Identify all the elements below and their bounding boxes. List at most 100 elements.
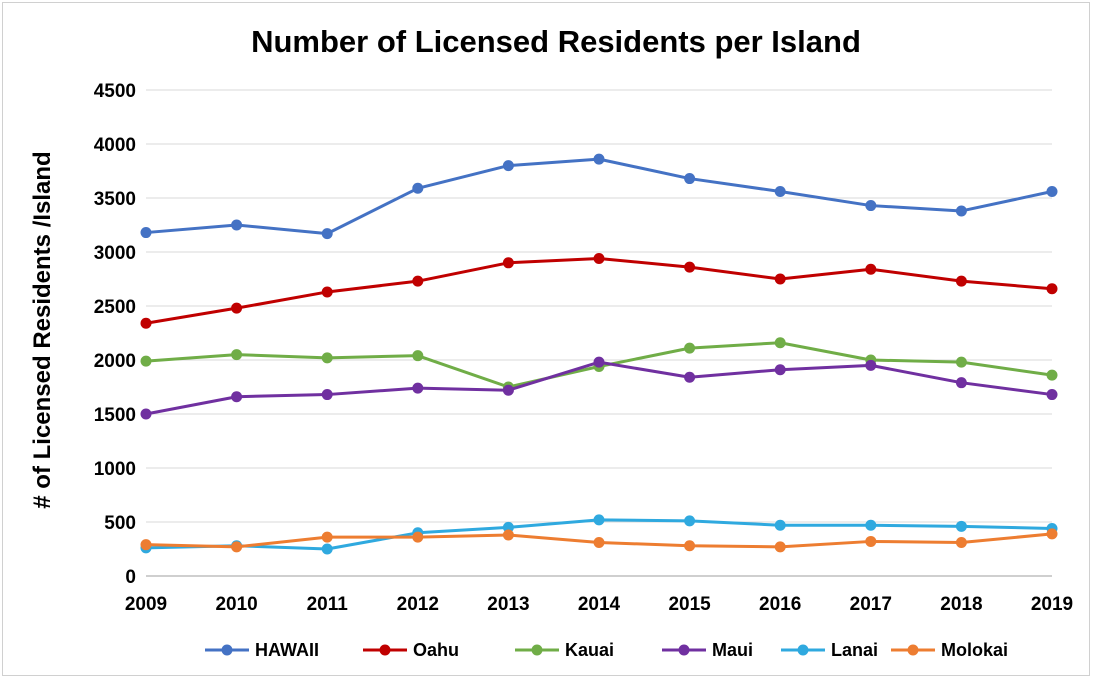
x-tick-label: 2018 — [940, 594, 982, 615]
chart-title: Number of Licensed Residents per Island — [251, 24, 861, 59]
y-tick-label: 1000 — [94, 459, 136, 480]
y-tick-label: 1500 — [94, 405, 136, 426]
y-tick-label: 4500 — [94, 81, 136, 102]
x-tick-label: 2016 — [759, 594, 801, 615]
legend-marker — [221, 644, 233, 656]
x-tick-label: 2009 — [125, 594, 167, 615]
data-point-kauai — [140, 355, 152, 367]
series-line-oahu — [145, 256, 1053, 325]
x-tick-label: 2011 — [307, 594, 349, 615]
legend-item-oahu: Oahu — [363, 640, 459, 660]
legend-label: Lanai — [831, 640, 878, 660]
y-tick-label: 500 — [104, 513, 136, 534]
y-tick-label: 0 — [125, 567, 136, 588]
data-point-kauai — [955, 356, 967, 368]
data-point-molokai — [865, 535, 877, 547]
series-lanai — [140, 514, 1058, 555]
data-point-oahu — [1046, 283, 1058, 295]
data-point-molokai — [502, 529, 514, 541]
y-axis-label: # of Licensed Residents /Island — [29, 151, 56, 508]
data-point-hawaii — [1046, 186, 1058, 198]
data-point-molokai — [684, 540, 696, 552]
series-group — [140, 153, 1058, 555]
data-point-maui — [774, 364, 786, 376]
data-point-maui — [321, 389, 333, 401]
data-point-maui — [593, 356, 605, 368]
legend-label: Molokai — [941, 640, 1008, 660]
x-tick-label: 2017 — [850, 594, 892, 615]
legend-label: Maui — [712, 640, 753, 660]
data-point-lanai — [593, 514, 605, 526]
data-point-maui — [231, 391, 243, 403]
legend: HAWAII Oahu Kauai Maui Lanai Molokai — [205, 640, 1008, 660]
legend-label: HAWAII — [255, 640, 319, 660]
data-point-molokai — [231, 541, 243, 553]
y-tick-label: 3000 — [94, 243, 136, 264]
data-point-maui — [1046, 389, 1058, 401]
series-line-hawaii — [145, 157, 1053, 236]
x-tick-label: 2014 — [578, 594, 621, 615]
series-maui — [140, 356, 1058, 420]
x-tick-label: 2015 — [668, 594, 711, 615]
data-point-kauai — [1046, 369, 1058, 381]
legend-item-molokai: Molokai — [891, 640, 1008, 660]
data-point-oahu — [593, 252, 605, 264]
data-point-lanai — [684, 515, 696, 527]
x-tick-label: 2013 — [487, 594, 529, 615]
data-point-hawaii — [502, 160, 514, 172]
y-tick-label: 2500 — [94, 297, 136, 318]
legend-item-maui: Maui — [662, 640, 753, 660]
data-point-maui — [412, 382, 424, 394]
data-point-molokai — [955, 537, 967, 549]
data-point-oahu — [412, 275, 424, 287]
data-point-molokai — [140, 539, 152, 551]
series-hawaii — [140, 153, 1058, 240]
legend-marker — [907, 644, 919, 656]
data-point-hawaii — [231, 219, 243, 231]
data-point-hawaii — [321, 228, 333, 240]
data-point-lanai — [774, 519, 786, 531]
data-point-kauai — [321, 352, 333, 364]
data-point-oahu — [321, 286, 333, 298]
legend-marker — [797, 644, 809, 656]
legend-marker — [678, 644, 690, 656]
data-point-oahu — [865, 263, 877, 275]
data-point-kauai — [412, 350, 424, 362]
data-point-hawaii — [865, 200, 877, 212]
legend-marker — [531, 644, 543, 656]
data-point-maui — [684, 371, 696, 383]
data-point-maui — [502, 384, 514, 396]
data-point-molokai — [321, 531, 333, 543]
x-tick-label: 2010 — [215, 594, 257, 615]
y-tick-label: 3500 — [94, 189, 136, 210]
data-point-kauai — [684, 342, 696, 354]
data-point-oahu — [684, 261, 696, 273]
y-tick-label: 2000 — [94, 351, 136, 372]
series-molokai — [140, 528, 1058, 553]
legend-label: Oahu — [413, 640, 459, 660]
legend-label: Kauai — [565, 640, 614, 660]
data-point-molokai — [593, 537, 605, 549]
data-point-hawaii — [412, 182, 424, 194]
legend-marker — [379, 644, 391, 656]
data-point-oahu — [502, 257, 514, 269]
axes: 0 500 1000 1500 2000 2500 3000 3500 4000 4500 2009… — [94, 81, 1073, 615]
x-tick-label: 2019 — [1031, 594, 1073, 615]
data-point-maui — [140, 408, 152, 420]
data-point-oahu — [955, 275, 967, 287]
legend-item-kauai: Kauai — [515, 640, 614, 660]
data-point-molokai — [412, 531, 424, 543]
data-point-kauai — [774, 337, 786, 349]
data-point-maui — [955, 377, 967, 389]
x-tick-label: 2012 — [397, 594, 439, 615]
data-point-maui — [865, 359, 877, 371]
data-point-oahu — [774, 273, 786, 285]
data-point-hawaii — [684, 173, 696, 185]
data-point-lanai — [955, 520, 967, 532]
series-oahu — [140, 252, 1058, 329]
data-point-molokai — [774, 541, 786, 553]
data-point-oahu — [140, 317, 152, 329]
data-point-oahu — [231, 302, 243, 314]
legend-item-lanai: Lanai — [781, 640, 878, 660]
